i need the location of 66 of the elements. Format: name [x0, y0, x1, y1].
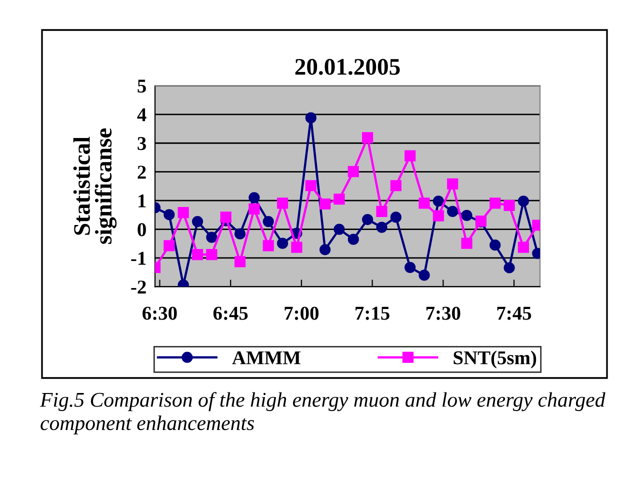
point	[390, 212, 402, 223]
y-tick-label: 5	[138, 80, 146, 93]
point	[234, 256, 246, 268]
y-tick-label: 2	[138, 166, 146, 179]
point	[518, 196, 530, 207]
point	[404, 150, 416, 162]
y-tick-label: 0	[138, 223, 146, 236]
point	[404, 262, 416, 274]
point	[305, 180, 316, 192]
point	[262, 240, 274, 252]
point	[348, 234, 359, 245]
point	[192, 248, 204, 260]
point	[248, 192, 260, 204]
point	[504, 262, 515, 274]
point	[461, 210, 472, 222]
point	[276, 238, 288, 249]
point	[178, 207, 189, 218]
x-tick-label: 6:45	[213, 306, 248, 320]
point	[234, 228, 246, 240]
point	[220, 212, 232, 223]
y-tick-label: 3	[138, 137, 146, 150]
point	[504, 200, 515, 211]
x-tick-label: 7:45	[497, 306, 532, 320]
x-tick-label: 7:15	[356, 306, 390, 320]
point	[248, 203, 260, 214]
x-tick-label: 6:30	[142, 306, 177, 320]
chart-title: 20.01.2005	[295, 58, 400, 75]
y-tick-label: 4	[137, 108, 146, 122]
point	[164, 209, 175, 220]
y-tick-label: -2	[131, 280, 146, 294]
point	[461, 238, 472, 249]
point	[334, 194, 345, 205]
point	[334, 224, 345, 235]
point	[362, 214, 374, 226]
y-tick-label: -1	[131, 252, 146, 265]
point	[192, 216, 204, 228]
point	[490, 198, 501, 209]
point	[518, 242, 530, 253]
point	[206, 248, 218, 260]
point	[319, 244, 331, 256]
point	[418, 198, 430, 209]
point	[164, 240, 175, 252]
legend-label: SNT(5sm)	[454, 350, 536, 368]
point	[447, 206, 458, 218]
point	[376, 222, 388, 233]
point	[276, 198, 288, 209]
point	[291, 242, 302, 253]
point	[376, 206, 388, 218]
point	[490, 240, 501, 251]
point	[262, 216, 274, 228]
y-axis-title: Statistical significanse	[73, 128, 117, 244]
point	[305, 112, 316, 124]
point	[348, 166, 359, 178]
point	[319, 198, 331, 210]
y-tick-label: 1	[138, 194, 146, 208]
point	[432, 196, 444, 207]
point	[418, 270, 430, 281]
point	[362, 132, 374, 144]
x-tick-label: 7:00	[284, 306, 319, 320]
x-tick-label: 7:30	[426, 306, 460, 320]
legend-label: AMMM	[232, 351, 300, 364]
caption: Fig.5 Comparison of the high energy muon and low energy charged component enhancements	[40, 392, 606, 434]
point	[206, 232, 218, 243]
point	[447, 178, 458, 190]
point	[432, 210, 444, 222]
point	[390, 180, 402, 192]
